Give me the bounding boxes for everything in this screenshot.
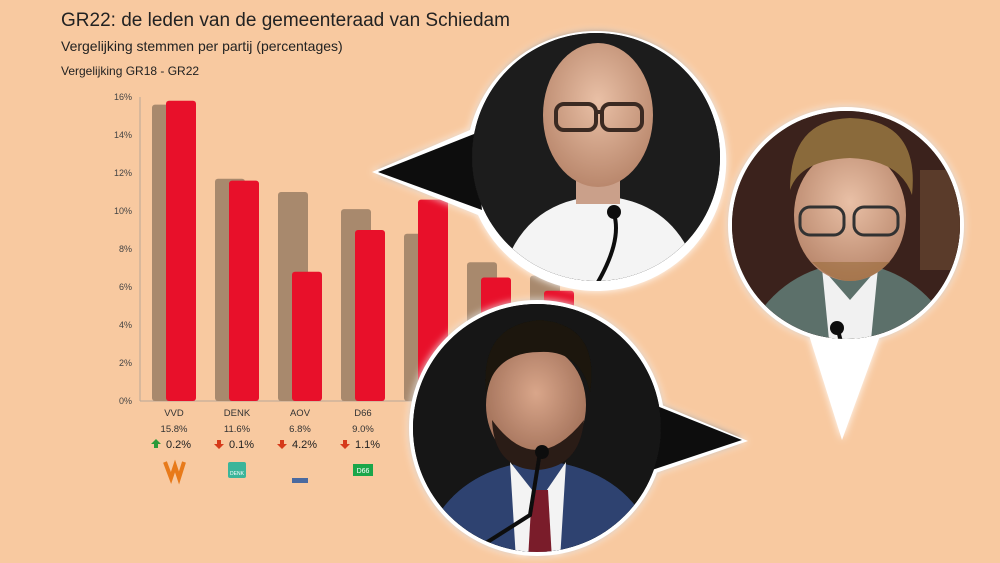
party-percentage: 9.0%	[352, 424, 374, 435]
y-tick-label: 4%	[119, 320, 132, 330]
party-percentage: 11.6%	[224, 424, 251, 435]
d66-logo	[353, 464, 373, 476]
bald-man-glasses-portrait	[372, 30, 727, 291]
party-percentage: 15.8%	[161, 424, 188, 435]
x-category-label: D66	[354, 408, 371, 419]
up-arrow-icon	[151, 439, 161, 448]
bar-gr22	[355, 230, 385, 401]
down-arrow-icon	[277, 440, 287, 449]
party-change: 0.1%	[229, 439, 254, 451]
denk-logo	[228, 462, 246, 478]
party-change: 1.1%	[355, 439, 380, 451]
aov-logo	[292, 478, 308, 483]
y-tick-label: 16%	[114, 92, 132, 102]
y-tick-label: 0%	[119, 396, 132, 406]
y-tick-label: 8%	[119, 244, 132, 254]
down-arrow-icon	[214, 440, 224, 449]
y-tick-label: 6%	[119, 282, 132, 292]
denk-logo-text: DENK	[230, 471, 245, 477]
y-tick-label: 2%	[119, 358, 132, 368]
comparison-label: Vergelijking GR18 - GR22	[61, 64, 200, 78]
y-tick-label: 12%	[114, 168, 132, 178]
curly-haired-man-glasses-portrait	[728, 107, 964, 440]
bar-gr22	[229, 180, 259, 401]
d66-logo-text: D66	[357, 468, 370, 475]
x-category-label: AOV	[290, 408, 311, 419]
chart-title: GR22: de leden van de gemeenteraad van S…	[61, 10, 510, 31]
y-tick-label: 10%	[114, 206, 132, 216]
bar-gr22	[292, 271, 322, 401]
vvd-logo	[163, 459, 186, 485]
bar-gr22	[166, 100, 196, 402]
party-percentage: 6.8%	[289, 424, 311, 435]
y-tick-label: 14%	[114, 130, 132, 140]
party-change: 0.2%	[166, 439, 191, 451]
party-change: 4.2%	[292, 439, 317, 451]
x-category-label: DENK	[224, 408, 251, 419]
x-category-label: VVD	[164, 408, 184, 419]
down-arrow-icon	[340, 440, 350, 449]
chart-subtitle: Vergelijking stemmen per partij (percent…	[61, 38, 343, 54]
bearded-man-suit-portrait	[409, 300, 748, 556]
